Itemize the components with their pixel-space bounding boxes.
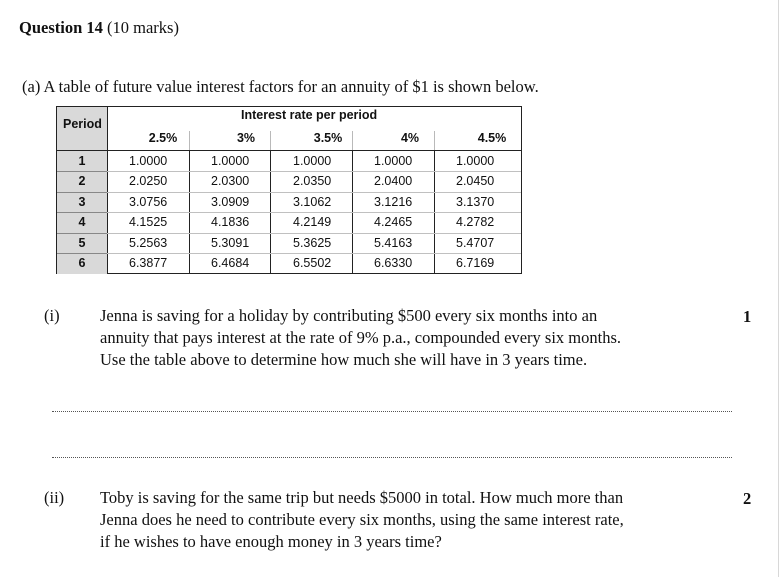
row-divider [107, 192, 521, 193]
part-ii-label: (ii) [44, 488, 65, 507]
answer-line[interactable] [52, 411, 732, 413]
period-column-border [107, 107, 108, 273]
rate-header: 3% [236, 131, 256, 145]
rate-divider [189, 131, 190, 151]
table-cell: 2.0300 [211, 174, 250, 188]
table-cell: 4.1525 [129, 215, 168, 229]
rate-header: 2.5% [148, 131, 178, 145]
part-i-line: Use the table above to determine how muc… [100, 350, 588, 369]
table-cell: 2.0400 [374, 174, 413, 188]
period-column: 1 2 3 4 5 6 [57, 150, 107, 274]
question-number: Question 14 [19, 18, 103, 37]
period-cell: 1 [78, 154, 86, 168]
table-cell: 5.2563 [129, 236, 168, 250]
table-cell: 3.1062 [293, 195, 332, 209]
period-cell: 6 [78, 256, 86, 270]
part-i-marks: 1 [743, 307, 752, 326]
period-cell: 3 [78, 195, 86, 209]
table-cell: 3.1216 [374, 195, 413, 209]
period-divider [57, 192, 107, 193]
rate-header: 3.5% [313, 131, 343, 145]
period-cell: 4 [78, 215, 86, 229]
period-header-cell: Period [57, 107, 107, 150]
table-cell: 4.1836 [211, 215, 250, 229]
row-divider [107, 253, 521, 254]
column-divider [270, 150, 271, 273]
row-divider [107, 233, 521, 234]
rate-header: 4% [400, 131, 420, 145]
table-cell: 1.0000 [293, 154, 332, 168]
table-cell: 1.0000 [374, 154, 413, 168]
rate-divider [352, 131, 353, 151]
period-divider [57, 253, 107, 254]
period-header: Period [63, 117, 102, 131]
table-cell: 5.3625 [293, 236, 332, 250]
table-cell: 6.5502 [293, 256, 332, 270]
table-cell: 4.2465 [374, 215, 413, 229]
table-cell: 5.4163 [374, 236, 413, 250]
part-ii-line: if he wishes to have enough money in 3 y… [100, 532, 442, 551]
fvif-table: Period Interest rate per period 2.5% 3% … [56, 106, 522, 274]
table-cell: 5.4707 [456, 236, 495, 250]
table-cell: 4.2149 [293, 215, 332, 229]
part-i-question: Jenna is saving for a holiday by contrib… [100, 305, 621, 371]
table-cell: 3.1370 [456, 195, 495, 209]
rate-divider [270, 131, 271, 151]
row-divider [107, 171, 521, 172]
row-divider [107, 212, 521, 213]
table-cell: 1.0000 [129, 154, 168, 168]
part-i-label: (i) [44, 306, 60, 325]
column-divider [352, 150, 353, 273]
column-divider [189, 150, 190, 273]
table-cell: 2.0250 [129, 174, 168, 188]
part-ii-marks: 2 [743, 489, 752, 508]
table-cell: 6.6330 [374, 256, 413, 270]
period-divider [57, 233, 107, 234]
column-divider [434, 150, 435, 273]
table-cell: 5.3091 [211, 236, 250, 250]
table-cell: 6.7169 [456, 256, 495, 270]
table-cell: 1.0000 [456, 154, 495, 168]
rate-header: 4.5% [477, 131, 507, 145]
table-cell: 3.0909 [211, 195, 250, 209]
period-divider [57, 171, 107, 172]
period-cell: 2 [78, 174, 86, 188]
answer-line[interactable] [52, 457, 732, 459]
part-i-line: annuity that pays interest at the rate o… [100, 328, 621, 347]
part-ii-question: Toby is saving for the same trip but nee… [100, 487, 624, 553]
table-cell: 2.0450 [456, 174, 495, 188]
table-cell: 6.3877 [129, 256, 168, 270]
part-a-intro: (a) A table of future value interest fac… [22, 77, 539, 96]
table-cell: 3.0756 [129, 195, 168, 209]
table-cell: 4.2782 [456, 215, 495, 229]
table-cell: 1.0000 [211, 154, 250, 168]
rate-divider [434, 131, 435, 151]
period-divider [57, 212, 107, 213]
table-cell: 2.0350 [293, 174, 332, 188]
part-ii-line: Toby is saving for the same trip but nee… [100, 488, 624, 507]
table-cell: 6.4684 [211, 256, 250, 270]
rate-group-header: Interest rate per period [241, 108, 378, 122]
part-ii-line: Jenna does he need to contribute every s… [100, 510, 624, 529]
question-title: Question 14 (10 marks) [19, 18, 179, 38]
part-i-line: Jenna is saving for a holiday by contrib… [100, 306, 598, 325]
question-marks: (10 marks) [107, 18, 179, 37]
period-cell: 5 [78, 236, 86, 250]
header-underline [107, 150, 521, 151]
